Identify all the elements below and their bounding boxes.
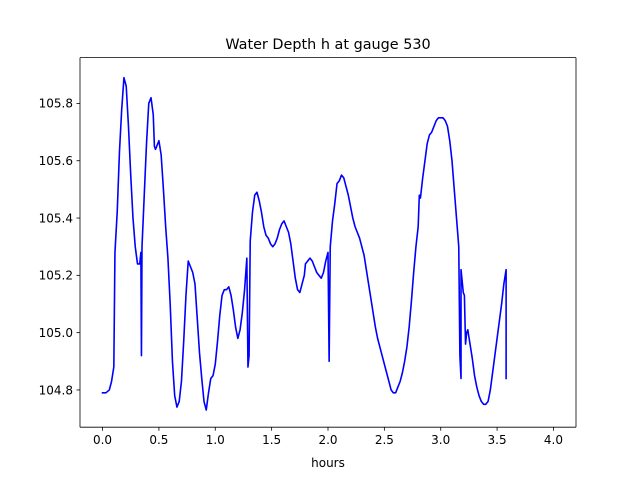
x-tick-label: 0.0 — [93, 433, 112, 447]
y-tick-label: 105.2 — [39, 269, 73, 283]
x-tick-label: 3.0 — [431, 433, 450, 447]
y-axis-ticks: 104.8 105.0 105.2 105.4 105.6 105.8 — [39, 97, 80, 397]
plot-area — [80, 57, 576, 428]
x-tick-label: 2.5 — [375, 433, 394, 447]
series-line-0 — [101, 76, 507, 411]
x-tick-label: 0.5 — [149, 433, 168, 447]
series-layer — [101, 76, 507, 411]
y-tick-label: 105.8 — [39, 97, 73, 111]
y-tick-label: 104.8 — [39, 383, 73, 397]
x-axis-label: hours — [311, 456, 345, 470]
axes-frame — [79, 57, 577, 428]
x-axis-ticks: 0.0 0.5 1.0 1.5 2.0 2.5 3.0 3.5 4.0 — [93, 427, 563, 447]
x-tick-label: 2.0 — [318, 433, 337, 447]
x-tick-label: 1.0 — [206, 433, 225, 447]
x-tick-label: 1.5 — [262, 433, 281, 447]
y-tick-label: 105.0 — [39, 326, 73, 340]
y-tick-label: 105.6 — [39, 154, 73, 168]
chart-title: Water Depth h at gauge 530 — [225, 37, 430, 53]
x-tick-label: 3.5 — [488, 433, 507, 447]
y-tick-label: 105.4 — [39, 211, 73, 225]
x-tick-label: 4.0 — [544, 433, 563, 447]
